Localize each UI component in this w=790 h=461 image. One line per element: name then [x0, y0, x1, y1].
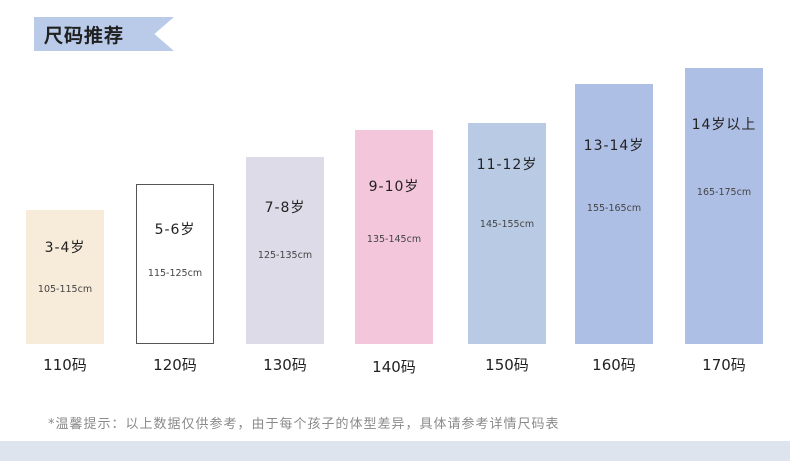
- height-range-label: 125-135cm: [257, 250, 313, 261]
- size-bar: 3-4岁 105-115cm: [26, 210, 104, 344]
- size-label: 140码: [372, 358, 416, 376]
- size-bar: 9-10岁 135-145cm: [355, 130, 433, 344]
- size-bar: 5-6岁 115-125cm: [136, 184, 214, 344]
- size-label: 150码: [485, 356, 529, 374]
- size-label: 130码: [263, 356, 307, 374]
- height-range-label: 165-175cm: [696, 187, 752, 198]
- age-label: 11-12岁: [476, 157, 538, 173]
- age-label: 5-6岁: [154, 222, 196, 238]
- size-label: 120码: [153, 356, 197, 374]
- size-bar: 7-8岁 125-135cm: [246, 157, 324, 344]
- age-label: 13-14岁: [583, 138, 645, 154]
- age-label: 9-10岁: [368, 179, 420, 195]
- size-note: *温馨提示：以上数据仅供参考，由于每个孩子的体型差异，具体请参考详情尺码表: [48, 417, 560, 432]
- height-range-label: 105-115cm: [37, 284, 93, 295]
- height-range-label: 135-145cm: [366, 234, 422, 245]
- size-bar: 14岁以上 165-175cm: [685, 68, 763, 344]
- size-label: 160码: [592, 356, 636, 374]
- size-bar: 13-14岁 155-165cm: [575, 84, 653, 344]
- age-label: 7-8岁: [264, 200, 306, 216]
- size-label: 110码: [43, 356, 87, 374]
- size-label: 170码: [702, 356, 746, 374]
- age-label: 3-4岁: [44, 240, 86, 256]
- title-banner: [34, 17, 174, 51]
- height-range-label: 115-125cm: [147, 268, 203, 279]
- height-range-label: 155-165cm: [586, 203, 642, 214]
- bottom-strip: [0, 441, 790, 461]
- height-range-label: 145-155cm: [479, 219, 535, 230]
- page-title: 尺码推荐: [44, 25, 125, 47]
- size-bar: 11-12岁 145-155cm: [468, 123, 546, 344]
- age-label: 14岁以上: [691, 117, 757, 133]
